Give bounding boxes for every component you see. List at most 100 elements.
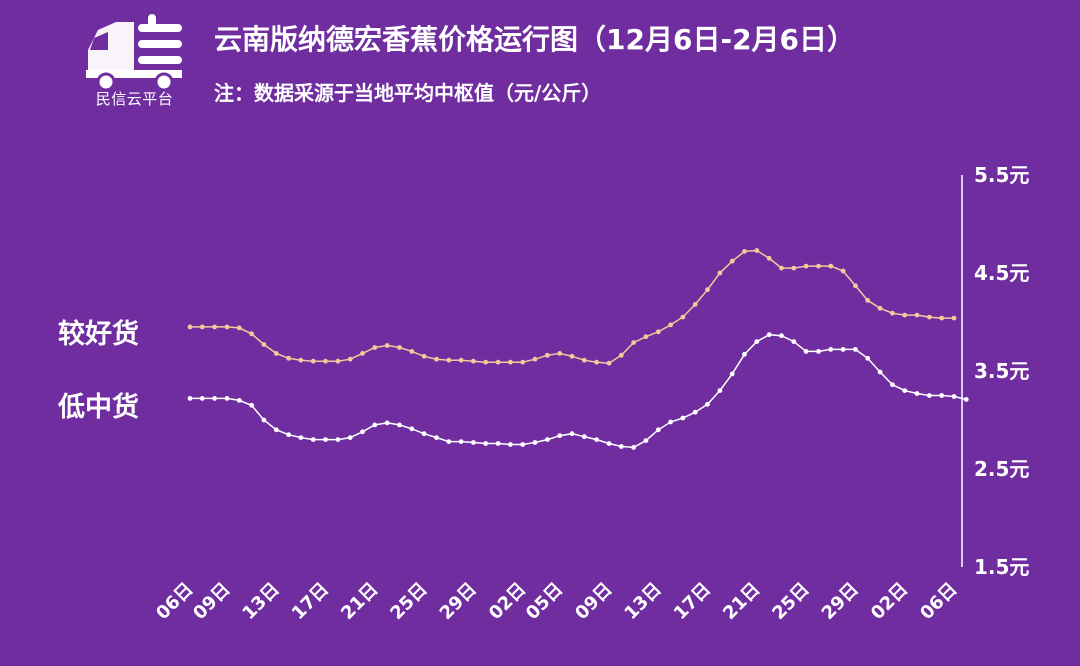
- data-point: [865, 355, 871, 361]
- data-point: [360, 429, 365, 435]
- truck-logo-icon: [86, 14, 182, 92]
- data-point: [409, 426, 415, 432]
- data-point: [557, 351, 563, 356]
- data-point: [680, 314, 686, 320]
- data-point: [643, 438, 649, 443]
- data-point: [286, 355, 291, 361]
- data-point: [483, 441, 489, 446]
- y-axis-ticks: 5.5元 4.5元 3.5元 2.5元 1.5元: [974, 163, 1029, 579]
- data-point: [310, 358, 316, 364]
- data-point: [742, 249, 747, 254]
- data-point: [199, 396, 205, 401]
- data-point: [668, 419, 673, 425]
- data-point: [273, 351, 279, 356]
- y-tick-label: 3.5元: [974, 359, 1029, 383]
- data-point: [212, 396, 218, 401]
- data-point: [508, 442, 513, 447]
- data-point: [384, 420, 390, 426]
- data-point: [840, 268, 846, 274]
- data-point: [360, 351, 365, 356]
- x-tick-label: 29日: [436, 579, 481, 624]
- data-point: [557, 433, 563, 439]
- data-point: [705, 401, 710, 407]
- data-point: [458, 357, 464, 363]
- data-point: [618, 352, 624, 358]
- data-point: [495, 359, 501, 365]
- data-point: [261, 342, 267, 347]
- data-point: [495, 441, 501, 446]
- series-label-low: 低中货: [57, 391, 139, 423]
- data-point: [298, 435, 304, 440]
- data-point: [766, 332, 772, 338]
- data-point: [384, 343, 390, 348]
- data-point: [951, 315, 957, 321]
- data-point: [643, 334, 649, 340]
- data-point: [631, 445, 636, 450]
- x-tick-label: 09日: [189, 579, 234, 624]
- data-point: [372, 422, 378, 428]
- data-point: [397, 345, 402, 350]
- data-point: [569, 353, 575, 359]
- data-point: [668, 322, 673, 328]
- data-point: [951, 394, 957, 399]
- data-point: [187, 396, 193, 401]
- data-point: [569, 431, 575, 437]
- x-tick-label: 29日: [818, 579, 863, 624]
- chart-subtitle: 注：数据采源于当地平均中枢值（元/公斤）: [214, 81, 602, 105]
- series-line-1: [190, 333, 967, 449]
- data-point: [766, 255, 772, 261]
- data-point: [594, 437, 599, 442]
- data-point: [939, 393, 945, 398]
- data-point: [680, 415, 686, 421]
- data-point: [840, 347, 846, 352]
- data-point: [187, 324, 193, 330]
- x-tick-label: 02日: [485, 579, 530, 624]
- x-tick-label: 21日: [337, 579, 382, 624]
- y-tick-label: 2.5元: [974, 457, 1029, 481]
- data-point: [212, 324, 218, 330]
- data-point: [692, 302, 698, 307]
- data-point: [409, 349, 415, 354]
- data-point: [816, 349, 821, 354]
- data-point: [347, 356, 353, 362]
- x-tick-label: 05日: [522, 579, 567, 624]
- data-point: [791, 265, 797, 271]
- data-point: [742, 351, 747, 357]
- data-point: [877, 305, 883, 311]
- data-point: [618, 444, 624, 449]
- y-tick-label: 4.5元: [974, 261, 1029, 285]
- data-point: [655, 329, 661, 335]
- data-point: [754, 339, 760, 344]
- series-line-0: [190, 249, 954, 364]
- data-point: [286, 432, 291, 438]
- y-tick-label: 1.5元: [974, 555, 1029, 579]
- data-point: [372, 345, 378, 350]
- x-tick-label: 02日: [867, 579, 912, 624]
- data-point: [779, 333, 784, 339]
- data-point: [298, 357, 304, 363]
- data-point: [890, 310, 895, 316]
- data-point: [545, 352, 550, 358]
- data-point: [323, 437, 328, 442]
- data-point: [853, 347, 858, 352]
- data-point: [581, 434, 587, 440]
- data-point: [249, 331, 255, 337]
- data-point: [853, 283, 858, 289]
- data-point: [828, 263, 834, 269]
- data-point: [310, 437, 316, 442]
- data-point: [261, 417, 267, 423]
- data-point: [717, 388, 723, 393]
- x-tick-label: 09日: [571, 579, 616, 624]
- data-point: [532, 440, 538, 445]
- data-point: [347, 435, 353, 440]
- data-point: [902, 312, 908, 318]
- data-point: [273, 427, 279, 433]
- data-point: [914, 391, 920, 396]
- data-point: [236, 325, 242, 331]
- data-point: [458, 439, 464, 444]
- data-point: [963, 397, 969, 402]
- data-point: [483, 359, 489, 365]
- data-point: [397, 422, 402, 428]
- data-point: [446, 439, 452, 444]
- series-layer: [187, 248, 969, 450]
